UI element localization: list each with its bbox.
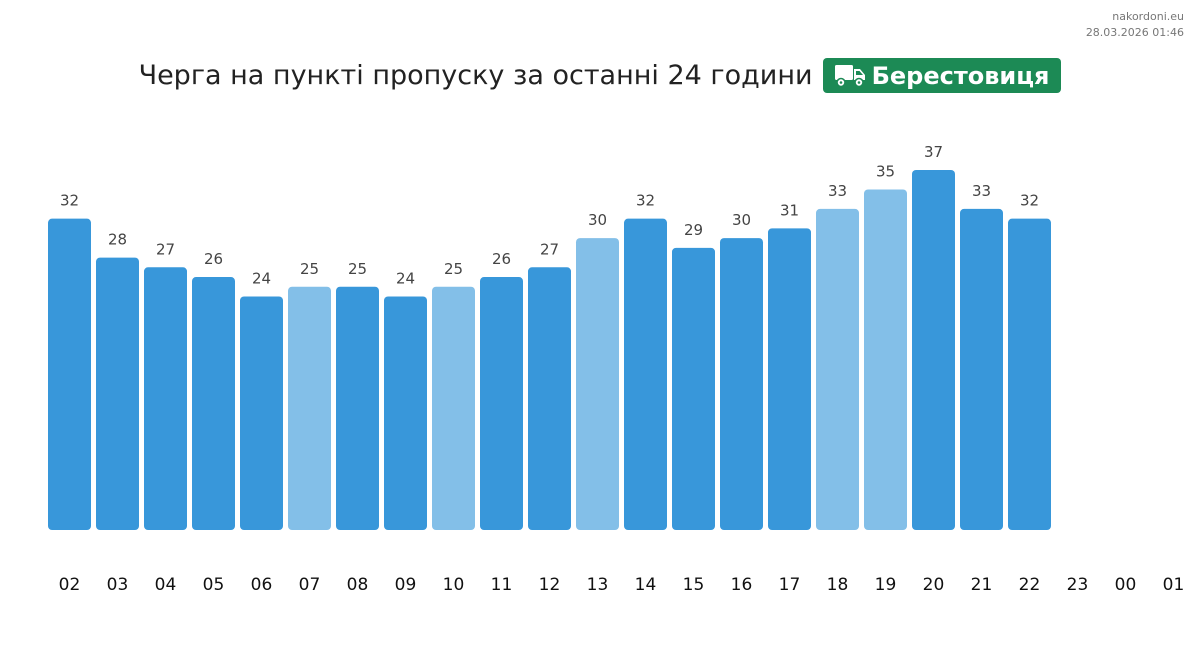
- checkpoint-badge: Берестовиця: [822, 58, 1062, 93]
- bar-08: [336, 286, 379, 530]
- x-tick-04: 04: [155, 575, 177, 595]
- value-label-18: 33: [828, 182, 847, 200]
- x-tick-20: 20: [923, 575, 945, 595]
- bar-10: [432, 286, 475, 530]
- bar-02: [48, 218, 91, 530]
- bar-20: [912, 170, 955, 530]
- value-label-17: 31: [780, 201, 799, 219]
- x-tick-16: 16: [731, 575, 753, 595]
- x-tick-23: 23: [1067, 575, 1089, 595]
- x-tick-21: 21: [971, 575, 993, 595]
- x-tick-01: 01: [1163, 575, 1185, 595]
- x-tick-08: 08: [347, 575, 369, 595]
- bar-05: [192, 277, 235, 530]
- x-tick-02: 02: [59, 575, 81, 595]
- checkpoint-name: Берестовиця: [871, 61, 1050, 90]
- source-block: nakordoni.eu 28.03.2026 01:46: [1086, 9, 1184, 41]
- x-tick-06: 06: [251, 575, 273, 595]
- value-label-06: 24: [252, 269, 271, 287]
- value-label-13: 30: [588, 211, 607, 229]
- value-label-05: 26: [204, 250, 223, 268]
- value-label-08: 25: [348, 260, 367, 278]
- value-label-12: 27: [540, 240, 559, 258]
- bar-14: [624, 218, 667, 530]
- bar-09: [384, 296, 427, 530]
- value-label-09: 24: [396, 269, 415, 287]
- bar-17: [768, 228, 811, 531]
- x-tick-09: 09: [395, 575, 417, 595]
- bar-13: [576, 238, 619, 531]
- value-label-07: 25: [300, 260, 319, 278]
- x-tick-05: 05: [203, 575, 225, 595]
- x-tick-10: 10: [443, 575, 465, 595]
- value-label-21: 33: [972, 182, 991, 200]
- value-label-15: 29: [684, 221, 703, 239]
- value-label-11: 26: [492, 250, 511, 268]
- x-tick-18: 18: [827, 575, 849, 595]
- value-label-02: 32: [60, 192, 79, 210]
- value-label-10: 25: [444, 260, 463, 278]
- source-site: nakordoni.eu: [1112, 10, 1184, 23]
- value-label-19: 35: [876, 162, 895, 180]
- bar-07: [288, 286, 331, 530]
- x-tick-07: 07: [299, 575, 321, 595]
- bar-21: [960, 208, 1003, 530]
- value-label-14: 32: [636, 192, 655, 210]
- bar-06: [240, 296, 283, 530]
- bar-12: [528, 267, 571, 530]
- bar-16: [720, 238, 763, 531]
- x-tick-12: 12: [539, 575, 561, 595]
- value-label-04: 27: [156, 240, 175, 258]
- x-tick-13: 13: [587, 575, 609, 595]
- bar-19: [864, 189, 907, 530]
- x-tick-22: 22: [1019, 575, 1041, 595]
- bar-22: [1008, 218, 1051, 530]
- page-title: Черга на пункті пропуску за останні 24 г…: [138, 60, 813, 91]
- x-tick-19: 19: [875, 575, 897, 595]
- value-label-20: 37: [924, 143, 943, 161]
- x-tick-14: 14: [635, 575, 657, 595]
- header: Черга на пункті пропуску за останні 24 г…: [0, 58, 1200, 93]
- truck-icon: [834, 64, 866, 88]
- source-timestamp: 28.03.2026 01:46: [1085, 26, 1184, 39]
- value-label-03: 28: [108, 231, 127, 249]
- bar-03: [96, 257, 139, 530]
- value-label-22: 32: [1020, 192, 1039, 210]
- value-label-16: 30: [732, 211, 751, 229]
- bar-15: [672, 247, 715, 531]
- x-tick-03: 03: [107, 575, 129, 595]
- bar-11: [480, 277, 523, 530]
- x-tick-11: 11: [491, 575, 513, 595]
- bar-18: [816, 208, 859, 530]
- x-tick-17: 17: [779, 575, 801, 595]
- x-tick-15: 15: [683, 575, 705, 595]
- x-tick-00: 00: [1115, 575, 1137, 595]
- bar-04: [144, 267, 187, 530]
